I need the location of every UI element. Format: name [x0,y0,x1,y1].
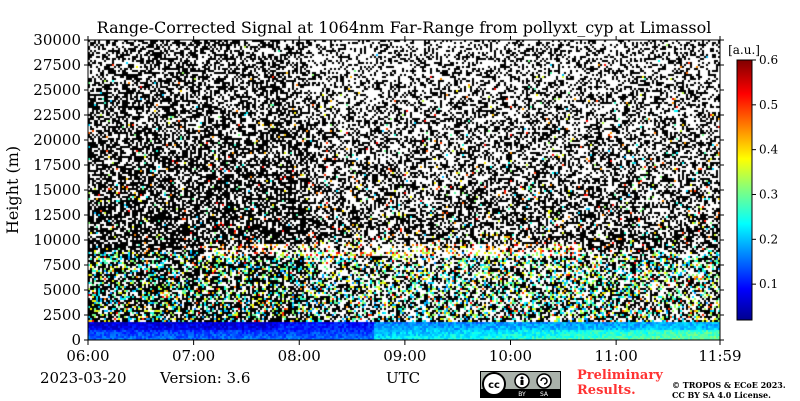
date-label: 2023-03-20 [40,369,127,387]
y-tick-label: 22500 [33,106,81,124]
y-tick-label: 5000 [43,281,81,299]
x-tick-label: 06:00 [66,347,109,365]
x-tick-label: 11:00 [595,347,638,365]
colorbar-tick-label: 0.4 [759,143,778,157]
x-tick-label: 11:59 [698,347,741,365]
y-tick-label: 30000 [33,31,81,49]
colorbar-tick-label: 0.1 [759,277,778,291]
y-tick-label: 2500 [43,306,81,324]
y-tick-label: 20000 [33,131,81,149]
colorbar-tick-label: 0.2 [759,232,778,246]
heatmap-raster [88,40,720,340]
y-tick-label: 0 [71,331,81,349]
y-tick-label: 10000 [33,231,81,249]
y-axis: 0 2500 5000 7500 10000 12500 15000 17500 20000 22… [33,31,724,349]
y-tick-label: 27500 [33,56,81,74]
cc-license-badge[interactable]: cc BY SA [480,371,561,398]
y-tick-label: 25000 [33,81,81,99]
y-tick-label: 7500 [43,256,81,274]
chart-title: Range-Corrected Signal at 1064nm Far-Ran… [97,18,712,37]
copyright-notice: © TROPOS & ECoE 2023. CC BY SA 4.0 Licen… [672,380,786,400]
y-axis-label: Height (m) [3,146,22,234]
x-tick-label: 07:00 [172,347,215,365]
x-axis: 06:00 07:00 08:00 09:00 10:00 11:00 11:59 [66,36,742,365]
copyright-line-1: © TROPOS & ECoE 2023. [672,380,786,390]
sa-icon: SA [536,373,552,398]
x-tick-label: 10:00 [489,347,532,365]
y-tick-label: 15000 [33,181,81,199]
x-tick-label: 09:00 [383,347,426,365]
preliminary-line-1: Preliminary [577,368,663,383]
svg-text:cc: cc [488,380,500,391]
colorbar: [a.u.] 0.1 0.2 0.3 0.4 0.5 0.6 [728,43,778,321]
colorbar-tick-label: 0.3 [759,187,778,201]
plot-area [87,39,721,341]
copyright-line-2: CC BY SA 4.0 License. [672,390,771,400]
cc-icon: cc [482,372,506,396]
version-label: Version: 3.6 [160,369,251,387]
preliminary-results-label: Preliminary Results. [577,368,663,398]
preliminary-line-2: Results. [577,383,636,398]
y-tick-label: 12500 [33,206,81,224]
colorbar-tick-label: 0.5 [759,98,778,112]
colorbar-unit: [a.u.] [728,43,760,57]
x-tick-label: 08:00 [278,347,321,365]
by-icon: BY [514,373,530,398]
sa-label: SA [540,391,549,397]
y-tick-label: 17500 [33,156,81,174]
x-axis-label: UTC [386,369,421,387]
colorbar-tick-label: 0.6 [759,53,778,67]
by-label: BY [518,391,526,397]
